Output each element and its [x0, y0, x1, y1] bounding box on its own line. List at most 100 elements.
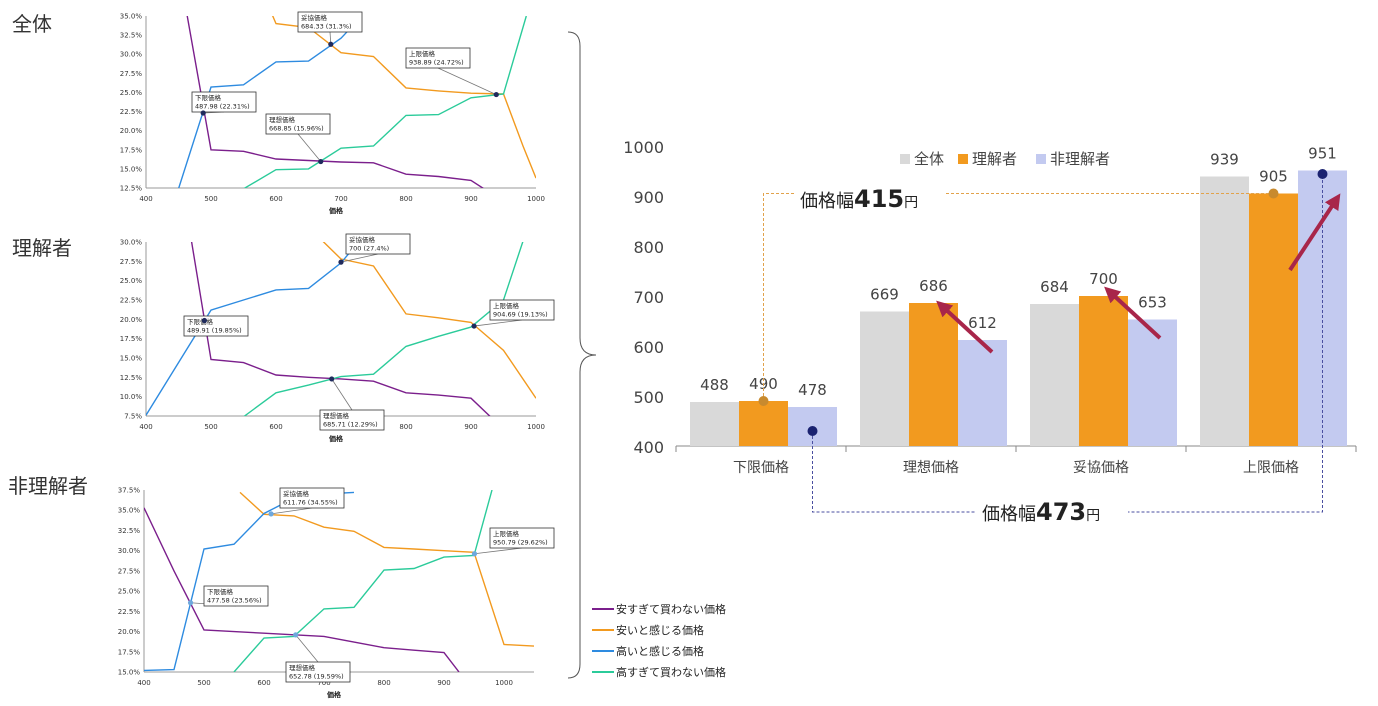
legend-swatch: [1036, 154, 1046, 164]
annotation-value: 668.85 (15.96%): [269, 125, 324, 133]
y-tick-label: 12.5%: [120, 185, 143, 193]
annotation-value: 904.69 (19.13%): [493, 311, 548, 319]
series-line: [186, 16, 485, 188]
y-tick-label: 400: [633, 438, 664, 457]
bar: [909, 303, 958, 446]
data-label: 905: [1259, 168, 1288, 186]
y-tick-label: 22.5%: [118, 608, 141, 616]
y-tick-label: 37.5%: [118, 487, 141, 495]
y-tick-label: 30.0%: [120, 239, 143, 247]
series-line: [144, 491, 355, 672]
y-tick-label: 22.5%: [120, 108, 143, 116]
series-line: [178, 30, 349, 188]
x-tick-label: 800: [399, 195, 412, 203]
annotation-value: 685.71 (12.29%): [323, 421, 378, 429]
x-tick-label: 600: [269, 423, 282, 431]
price-bar-chart: 400 500 600 700 800 900 1000 下限価格 理想価格 妥協価格 上限価格 48…: [623, 138, 1357, 528]
annotation-box: [405, 47, 471, 69]
data-label: 612: [968, 314, 997, 332]
price-range-line-understand: [763, 193, 1274, 401]
annotation-box: [203, 585, 269, 607]
y-tick-label: 25.0%: [118, 588, 141, 596]
data-label: 653: [1138, 294, 1167, 312]
annotation-point: [293, 632, 299, 638]
y-tick-label: 30.0%: [120, 51, 143, 59]
annotation-leader: [340, 253, 379, 263]
annotation-point: [493, 91, 499, 98]
y-tick-label: 15.0%: [120, 165, 143, 173]
x-tick-label: 900: [464, 423, 477, 431]
annotation-point: [328, 41, 334, 47]
annotation-title: 妥協価格: [349, 235, 376, 244]
annotation-title: 理想価格: [289, 663, 316, 672]
annotation-title: 理想価格: [323, 411, 350, 420]
annotation-box: [489, 299, 555, 321]
y-tick-label: 20.0%: [120, 127, 143, 135]
bar: [1079, 296, 1128, 446]
range-point-understand: [758, 396, 769, 406]
x-tick-label: 900: [464, 195, 477, 203]
annotation-value: 477.58 (23.56%): [207, 597, 262, 605]
series-line: [239, 491, 534, 647]
psm-chart-overall: 12.5% 15.0% 17.5% 20.0% 22.5% 25.0% 27.5% 30.0%…: [120, 11, 545, 215]
annotation-leader: [331, 378, 353, 411]
y-tick-label: 17.5%: [120, 146, 143, 154]
y-tick-label: 7.5%: [124, 413, 142, 421]
x-tick-label: 500: [197, 679, 210, 687]
x-tick-label: 500: [204, 195, 217, 203]
annotation-value: 489.91 (19.85%): [187, 327, 242, 335]
y-tick-label: 17.5%: [118, 648, 141, 656]
bar: [690, 402, 739, 446]
y-tick-label: 35.0%: [120, 13, 143, 21]
x-tick-label: 900: [437, 679, 450, 687]
annotation-leader: [270, 507, 313, 515]
psm-legend: 安すぎて買わない価格 安いと感じる価格 高いと感じる価格 高すぎて買わない価格: [592, 598, 812, 682]
series-line: [243, 242, 524, 416]
annotation-box: [183, 315, 249, 337]
category-label: 理想価格: [903, 460, 959, 476]
range-label-part: 価格幅: [982, 504, 1036, 525]
annotation-point: [318, 158, 324, 165]
y-tick-label: 500: [633, 388, 664, 407]
y-tick-label: 700: [633, 288, 664, 307]
annotation-point: [329, 376, 335, 382]
x-tick-label: 600: [269, 195, 282, 203]
annotation-title: 下限価格: [207, 587, 234, 596]
segment-label-understand: 理解者: [12, 236, 72, 260]
price-range-label-understand: 価格幅415円: [800, 185, 918, 213]
annotation-leader: [297, 133, 322, 162]
data-label: 488: [700, 376, 729, 394]
bar: [958, 340, 1007, 446]
segment-label-non-understand: 非理解者: [8, 474, 88, 498]
x-tick-label: 1000: [527, 195, 545, 203]
annotation-point: [268, 511, 274, 517]
y-tick-label: 10.0%: [120, 393, 143, 401]
annotation-point: [471, 551, 478, 557]
y-tick-label: 20.0%: [120, 316, 143, 324]
range-label-part: 価格幅: [800, 191, 854, 212]
annotation-box: [297, 11, 363, 33]
y-tick-label: 25.0%: [120, 89, 143, 97]
y-tick-label: 27.5%: [120, 70, 143, 78]
annotation-point: [200, 110, 206, 116]
price-range-label-non: 価格幅473円: [982, 498, 1100, 526]
legend-label: 理解者: [972, 150, 1017, 168]
annotation-box: [279, 487, 345, 509]
x-tick-label: 700: [317, 679, 330, 687]
annotation-value: 652.78 (19.59%): [289, 673, 344, 681]
range-label-part: 円: [1086, 508, 1100, 524]
y-tick-label: 20.0%: [118, 628, 141, 636]
range-point-understand: [1268, 188, 1279, 199]
annotation-title: 下限価格: [195, 93, 222, 102]
legend-item: 高いと感じる価格: [592, 640, 812, 661]
annotation-value: 950.79 (29.62%): [493, 539, 548, 547]
annotation-value: 487.98 (22.31%): [195, 103, 250, 111]
data-label: 684: [1040, 278, 1069, 296]
annotation-leader: [295, 634, 319, 663]
y-tick-label: 12.5%: [120, 374, 143, 382]
annotation-value: 938.89 (24.72%): [409, 59, 464, 67]
y-tick-label: 32.5%: [120, 32, 143, 40]
category-label: 上限価格: [1243, 460, 1299, 476]
annotation-box: [489, 527, 555, 549]
y-tick-label: 32.5%: [118, 527, 141, 535]
